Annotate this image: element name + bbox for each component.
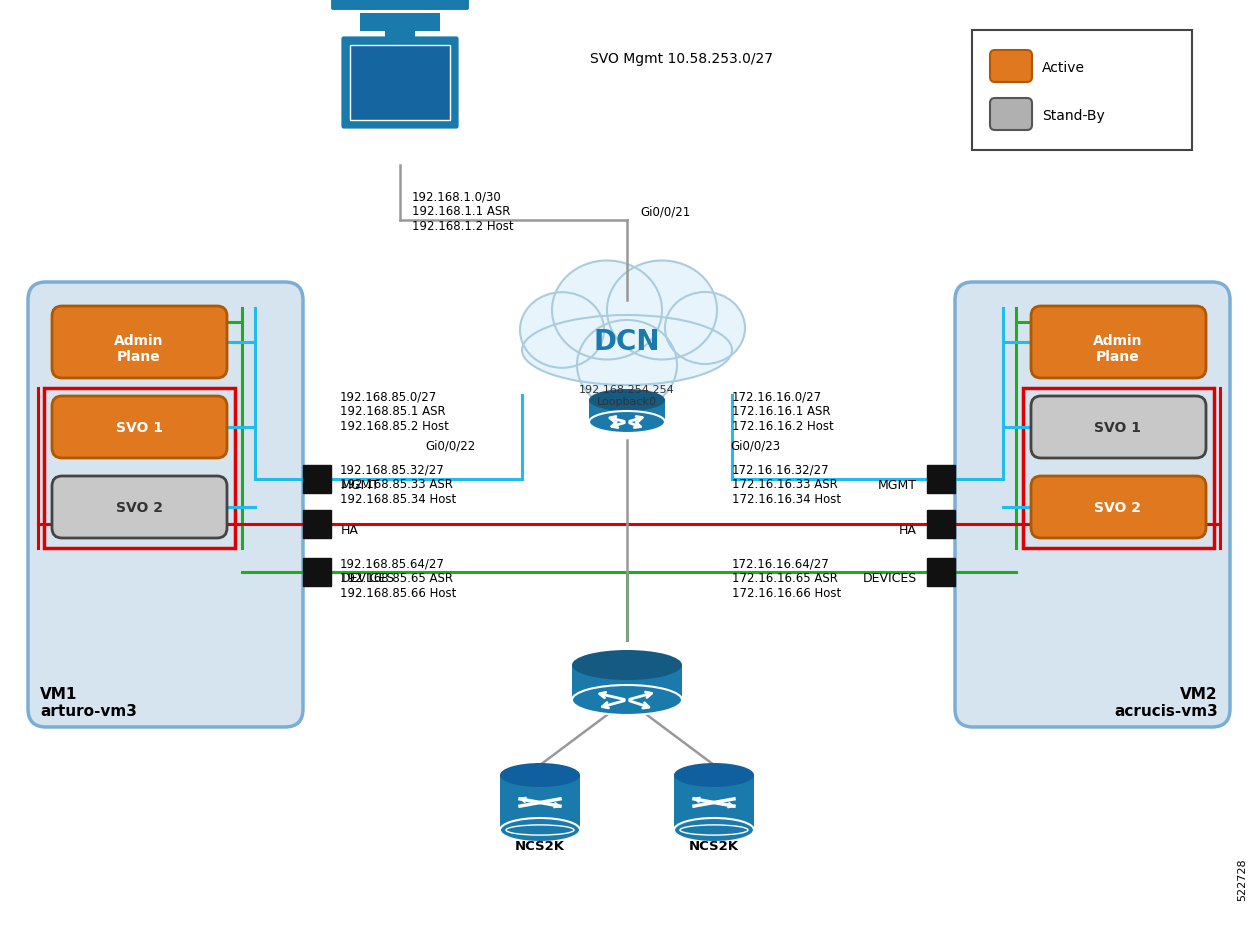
- Text: HA: HA: [341, 524, 359, 537]
- Text: SVO 1: SVO 1: [1095, 421, 1141, 435]
- Bar: [589, 400, 665, 422]
- FancyBboxPatch shape: [1031, 396, 1206, 458]
- FancyBboxPatch shape: [28, 282, 303, 727]
- Bar: [360, 13, 440, 31]
- Text: Admin
Plane: Admin Plane: [114, 334, 164, 365]
- Text: SVO 1: SVO 1: [115, 421, 163, 435]
- Ellipse shape: [520, 293, 604, 367]
- Bar: [927, 510, 956, 538]
- Text: DCN: DCN: [593, 328, 661, 356]
- Text: Gi0/0/23: Gi0/0/23: [730, 439, 780, 452]
- FancyBboxPatch shape: [330, 0, 470, 11]
- Text: 192.168.85.0/27
192.168.85.1 ASR
192.168.85.2 Host: 192.168.85.0/27 192.168.85.1 ASR 192.168…: [340, 390, 449, 433]
- Text: 172.16.16.0/27
172.16.16.1 ASR
172.16.16.2 Host: 172.16.16.0/27 172.16.16.1 ASR 172.16.16…: [732, 390, 834, 433]
- Text: NCS2K: NCS2K: [515, 840, 566, 853]
- Ellipse shape: [665, 292, 745, 364]
- Bar: [500, 775, 581, 830]
- Text: 172.16.16.64/27
172.16.16.65 ASR
172.16.16.66 Host: 172.16.16.64/27 172.16.16.65 ASR 172.16.…: [732, 557, 841, 600]
- FancyBboxPatch shape: [51, 396, 227, 458]
- Bar: [1023, 388, 1214, 548]
- FancyBboxPatch shape: [989, 50, 1032, 82]
- Text: 192.168.85.32/27
192.168.85.33 ASR
192.168.85.34 Host: 192.168.85.32/27 192.168.85.33 ASR 192.1…: [340, 463, 456, 506]
- Text: SVO 2: SVO 2: [115, 501, 163, 515]
- Ellipse shape: [500, 763, 581, 787]
- FancyBboxPatch shape: [340, 35, 460, 130]
- Text: SVO 2: SVO 2: [1095, 501, 1141, 515]
- Ellipse shape: [673, 763, 754, 787]
- FancyBboxPatch shape: [51, 476, 227, 538]
- FancyBboxPatch shape: [1031, 306, 1206, 378]
- Ellipse shape: [607, 260, 717, 360]
- Text: Active: Active: [1042, 61, 1085, 75]
- Text: HA: HA: [899, 524, 917, 537]
- FancyBboxPatch shape: [1031, 476, 1206, 538]
- Text: Stand-By: Stand-By: [1042, 109, 1105, 123]
- Bar: [673, 775, 754, 830]
- Text: Gi0/0/22: Gi0/0/22: [425, 439, 475, 452]
- Text: Gi0/0/21: Gi0/0/21: [640, 205, 690, 218]
- Text: 172.16.16.32/27
172.16.16.33 ASR
172.16.16.34 Host: 172.16.16.32/27 172.16.16.33 ASR 172.16.…: [732, 463, 841, 506]
- Text: 522728: 522728: [1236, 859, 1246, 902]
- Text: VM2
acrucis-vm3: VM2 acrucis-vm3: [1115, 687, 1218, 719]
- Text: VM1
arturo-vm3: VM1 arturo-vm3: [40, 687, 137, 719]
- Bar: [572, 665, 682, 700]
- Bar: [303, 558, 331, 586]
- Text: SVO Mgmt 10.58.253.0/27: SVO Mgmt 10.58.253.0/27: [589, 52, 772, 66]
- Text: 192.168.85.64/27
192.168.85.65 ASR
192.168.85.66 Host: 192.168.85.64/27 192.168.85.65 ASR 192.1…: [340, 557, 456, 600]
- Bar: [972, 30, 1193, 150]
- Text: 192.168.1.0/30
192.168.1.1 ASR
192.168.1.2 Host: 192.168.1.0/30 192.168.1.1 ASR 192.168.1…: [413, 190, 514, 233]
- Text: MGMT: MGMT: [878, 478, 917, 491]
- Text: 192.168.254.254
Loopback0: 192.168.254.254 Loopback0: [579, 385, 675, 406]
- Text: DEVICES: DEVICES: [863, 571, 917, 584]
- Ellipse shape: [572, 685, 682, 715]
- Bar: [303, 465, 331, 493]
- Bar: [303, 510, 331, 538]
- Ellipse shape: [577, 320, 677, 410]
- Ellipse shape: [589, 411, 665, 433]
- FancyBboxPatch shape: [51, 306, 227, 378]
- Ellipse shape: [572, 650, 682, 680]
- Bar: [927, 558, 956, 586]
- Text: Admin
Plane: Admin Plane: [1093, 334, 1142, 365]
- Text: NCS2K: NCS2K: [688, 840, 739, 853]
- Ellipse shape: [522, 315, 732, 385]
- Ellipse shape: [673, 818, 754, 842]
- Bar: [385, 30, 415, 38]
- FancyBboxPatch shape: [989, 98, 1032, 130]
- Ellipse shape: [500, 818, 581, 842]
- Bar: [44, 388, 234, 548]
- Text: MGMT: MGMT: [341, 478, 380, 491]
- FancyBboxPatch shape: [956, 282, 1230, 727]
- Bar: [350, 45, 450, 120]
- Bar: [927, 465, 956, 493]
- Ellipse shape: [552, 260, 662, 360]
- Text: DEVICES: DEVICES: [341, 571, 395, 584]
- Ellipse shape: [589, 389, 665, 411]
